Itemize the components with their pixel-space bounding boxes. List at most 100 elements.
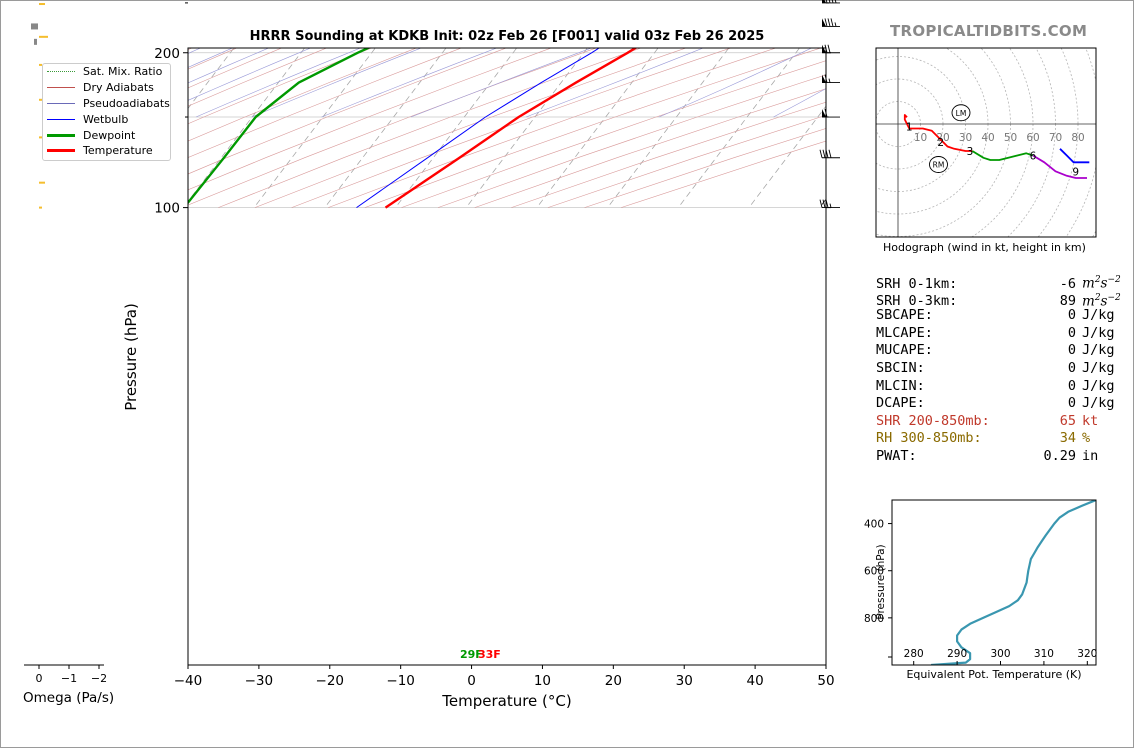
stat-unit: J/kg <box>1082 342 1115 359</box>
barb-full <box>824 74 828 83</box>
barb-full <box>822 199 826 208</box>
barb-full <box>827 44 831 53</box>
barb-full <box>831 0 834 4</box>
hodograph-ring-label: 10 <box>914 132 927 144</box>
pseudoadiabat-line <box>658 48 813 118</box>
barb-full <box>824 44 828 53</box>
omega-bar <box>39 3 45 6</box>
x-axis-label: Temperature (°C) <box>441 692 571 710</box>
storm-motion-label: LM <box>956 109 967 118</box>
legend-swatch <box>47 133 75 137</box>
theta-e-y-label: Pressure (hPa) <box>875 544 887 619</box>
theta-e-y-tick-label: 800 <box>864 613 884 625</box>
stat-value: 0 <box>1067 324 1076 341</box>
stat-row: SBCAPE: 0 J/kg <box>876 307 1121 325</box>
stat-label: SBCIN: <box>876 359 925 376</box>
barb-flag <box>822 74 826 83</box>
barb-full <box>819 199 823 208</box>
stat-value: 0 <box>1067 342 1076 359</box>
stat-label: SRH 0-1km: <box>876 275 958 292</box>
stat-value: 89 <box>1059 293 1076 310</box>
stat-value: 65 <box>1059 412 1076 429</box>
omega-bar <box>39 35 48 38</box>
stat-value: 0 <box>1067 395 1076 412</box>
legend-label: Pseudoadiabats <box>83 96 170 110</box>
wind-barb <box>819 149 840 159</box>
legend-item: Wetbulb <box>43 111 170 127</box>
storm-motion-marker <box>951 104 971 122</box>
omega-bar <box>39 63 42 66</box>
hodograph-ring-label: 40 <box>981 132 994 144</box>
stat-label: MLCAPE: <box>876 324 933 341</box>
stat-label: PWAT: <box>876 447 917 464</box>
hodograph-height-label: 2 <box>937 137 944 149</box>
barb-half <box>829 203 832 208</box>
y-tick-label: 200 <box>154 46 180 62</box>
barb-full <box>828 149 832 158</box>
stat-label: MLCIN: <box>876 377 925 394</box>
surface-dewpoint-label: 29F <box>460 648 483 661</box>
pseudoadiabat-line <box>251 48 422 118</box>
skewt-axes-frame <box>187 47 827 666</box>
barb-half <box>828 78 831 83</box>
skewt-plot: 24681013162024303629F33F−40−30−20−100102… <box>122 0 1134 710</box>
stat-value: 34 <box>1059 430 1076 447</box>
hodograph-frame <box>875 47 1097 238</box>
omega-panel: DGZDGZ0−1−2 <box>24 3 107 685</box>
chart-legend: Sat. Mix. Ratio Dry Adiabats Pseudoadiabat… <box>42 63 171 161</box>
barb-full <box>828 0 831 4</box>
barb-flag <box>822 109 826 118</box>
x-tick-label: 50 <box>817 673 834 689</box>
barb-full <box>824 108 828 118</box>
legend-label: Temperature <box>83 144 153 158</box>
stat-row: DCAPE: 0 J/kg <box>876 395 1121 413</box>
y-axis-label: Pressure (hPa) <box>122 303 140 411</box>
barb-full <box>827 18 831 27</box>
y-tick-label: 100 <box>154 201 180 217</box>
x-tick-label: 20 <box>605 673 622 689</box>
omega-bar <box>34 38 37 45</box>
stat-row: SHR 200-850mb: 65 kt <box>876 413 1121 431</box>
omega-bar <box>39 136 44 139</box>
x-tick-label: 0 <box>467 673 476 689</box>
stat-value: 0 <box>1067 377 1076 394</box>
wind-barb <box>819 199 840 209</box>
hodograph-ring-label: 30 <box>959 132 972 144</box>
legend-item: Dewpoint <box>43 127 170 143</box>
legend-swatch <box>47 102 75 104</box>
hodograph-panel: 10 20 30 40 50 60 70 80 1 2 3 6 9 LM RM <box>875 47 1097 238</box>
wind-barb <box>822 0 840 4</box>
hodograph-trace <box>1059 148 1090 164</box>
legend-label: Dewpoint <box>83 128 136 142</box>
watermark: TROPICALTIDBITS.COM <box>890 22 1088 40</box>
stat-unit: in <box>1082 447 1099 464</box>
legend-item: Sat. Mix. Ratio <box>43 64 170 80</box>
legend-item: Dry Adiabats <box>43 80 170 96</box>
x-tick-label: −20 <box>316 673 345 689</box>
stat-row: MUCAPE: 0 J/kg <box>876 342 1121 360</box>
stat-unit: J/kg <box>1082 324 1115 341</box>
omega-bar <box>39 206 42 209</box>
stat-row: RH 300-850mb: 34% <box>876 430 1121 448</box>
stat-unit: J/kg <box>1082 395 1115 412</box>
omega-tick-label: −2 <box>91 672 107 685</box>
barb-full <box>834 0 837 4</box>
theta-e-x-label: Equivalent Pot. Temperature (K) <box>906 668 1081 681</box>
omega-tick-label: −1 <box>61 672 77 685</box>
storm-motion-marker <box>929 156 948 173</box>
pseudoadiabat-line <box>188 48 312 101</box>
pseudoadiabat-line <box>321 48 498 118</box>
omega-axis-label: Omega (Pa/s) <box>23 690 115 706</box>
stat-value: 0 <box>1067 307 1076 324</box>
legend-swatch <box>47 71 75 73</box>
hodograph-ring-label: 80 <box>1071 132 1084 144</box>
theta-e-x-tick-label: 320 <box>1077 648 1097 660</box>
hodograph-height-label: 6 <box>1030 151 1037 163</box>
chart-title: HRRR Sounding at KDKB Init: 02z Feb 26 [… <box>250 29 765 44</box>
stat-row: SRH 0-1km: -6 m2s−2 <box>876 272 1121 292</box>
x-tick-label: −10 <box>386 673 415 689</box>
isotherm-line <box>1102 0 1134 208</box>
omega-tick-label: 0 <box>36 672 43 685</box>
stat-label: SBCAPE: <box>876 307 933 324</box>
wind-barb <box>822 108 840 118</box>
